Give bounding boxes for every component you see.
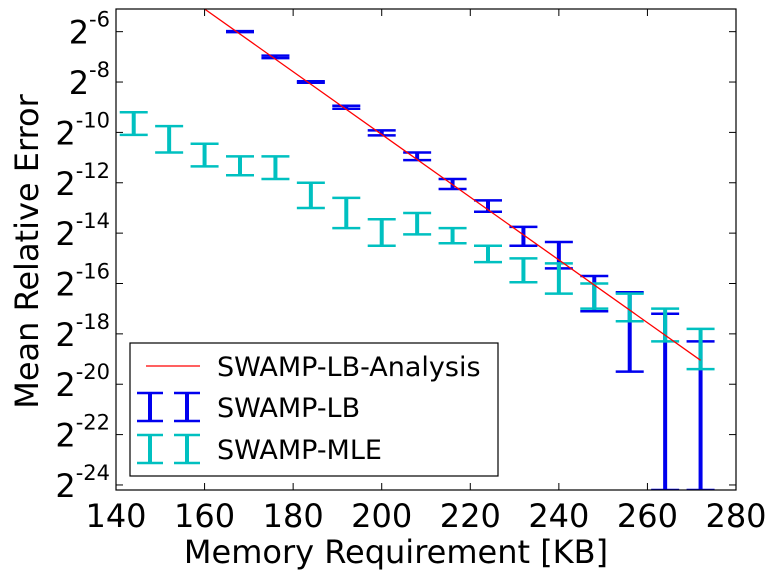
x-tick-label: 260 <box>617 497 678 535</box>
y-tick-label: 2-14 <box>55 209 110 253</box>
y-tick-base: 2 <box>55 165 75 203</box>
y-tick-base: 2 <box>55 467 75 505</box>
x-tick-label: 140 <box>85 497 146 535</box>
errorbar-swamp-mle-232 <box>509 257 538 284</box>
x-tick-label: 220 <box>440 497 501 535</box>
y-tick-base: 2 <box>55 215 75 253</box>
y-tick-label: 2-22 <box>55 411 110 455</box>
legend-entry-swamp-lb-analysis: SWAMP-LB-Analysis <box>146 352 481 383</box>
y-tick-exponent: -8 <box>89 58 110 82</box>
y-tick-label: 2-6 <box>69 8 110 52</box>
y-tick-exponent: -14 <box>76 209 110 233</box>
y-axis-label: Mean Relative Error <box>8 93 46 408</box>
y-tick-exponent: -20 <box>76 360 110 384</box>
y-tick-exponent: -16 <box>76 259 110 283</box>
errorbar-swamp-mle-168 <box>226 155 254 177</box>
errorbar-swamp-mle-224 <box>474 244 502 264</box>
y-tick-exponent: -22 <box>76 411 110 435</box>
series-swamp-mle <box>119 111 715 371</box>
x-tick-label: 200 <box>351 497 412 535</box>
x-tick-label: 240 <box>528 497 589 535</box>
legend-entry-swamp-lb: SWAMP-LB <box>137 391 360 424</box>
errorbar-swamp-mle-248 <box>580 282 609 310</box>
y-tick-exponent: -10 <box>76 108 110 132</box>
errorbar-swamp-lb-176 <box>261 54 290 60</box>
y-tick-base: 2 <box>69 14 89 52</box>
y-tick-base: 2 <box>55 316 75 354</box>
x-axis-label: Memory Requirement [KB] <box>184 533 608 571</box>
errorbar-swamp-mle-144 <box>119 111 148 137</box>
errorbar-swamp-mle-200 <box>367 218 396 247</box>
y-tick-label: 2-16 <box>55 259 110 303</box>
errorbar-swamp-mle-240 <box>544 262 573 295</box>
legend-entry-swamp-mle: SWAMP-MLE <box>137 433 382 466</box>
x-tick-label: 280 <box>705 497 766 535</box>
errorbar-swamp-mle-256 <box>615 292 644 323</box>
y-tick-label: 2-8 <box>69 58 110 102</box>
errorbar-swamp-mle-152 <box>155 124 184 154</box>
errorbar-swamp-mle-184 <box>296 181 325 210</box>
x-tick-label: 180 <box>263 497 324 535</box>
errorbar-swamp-mle-272 <box>686 327 715 371</box>
legend-label: SWAMP-LB <box>217 393 360 424</box>
y-tick-exponent: -24 <box>76 461 110 485</box>
y-tick-base: 2 <box>69 64 89 102</box>
legend-label: SWAMP-LB-Analysis <box>217 352 481 383</box>
y-tick-label: 2-10 <box>55 108 110 152</box>
legend-label: SWAMP-MLE <box>217 435 382 466</box>
plot-frame <box>115 8 737 491</box>
legend-box <box>129 342 499 477</box>
errorbar-swamp-lb-192 <box>332 104 361 110</box>
y-tick-exponent: -6 <box>89 8 110 32</box>
y-tick-base: 2 <box>55 417 75 455</box>
errorbar-swamp-lb-232 <box>509 225 538 247</box>
y-tick-base: 2 <box>55 265 75 303</box>
series-analysis-line <box>204 9 701 361</box>
errorbar-swamp-lb-168 <box>226 29 254 34</box>
x-tick-label: 160 <box>174 497 235 535</box>
errorbar-swamp-mle-160 <box>190 142 219 168</box>
errorbar-swamp-lb-184 <box>296 80 325 85</box>
y-tick-exponent: -12 <box>76 159 110 183</box>
y-tick-label: 2-18 <box>55 310 110 354</box>
y-tick-label: 2-20 <box>55 360 110 404</box>
y-tick-base: 2 <box>55 366 75 404</box>
y-tick-exponent: -18 <box>76 310 110 334</box>
errorbar-swamp-mle-216 <box>438 226 467 245</box>
errorbar-swamp-mle-176 <box>261 155 290 181</box>
y-tick-base: 2 <box>55 114 75 152</box>
errorbar-swamp-mle-192 <box>332 196 361 230</box>
y-tick-label: 2-24 <box>55 461 110 505</box>
y-tick-label: 2-12 <box>55 159 110 203</box>
errorbar-swamp-mle-208 <box>403 211 432 236</box>
